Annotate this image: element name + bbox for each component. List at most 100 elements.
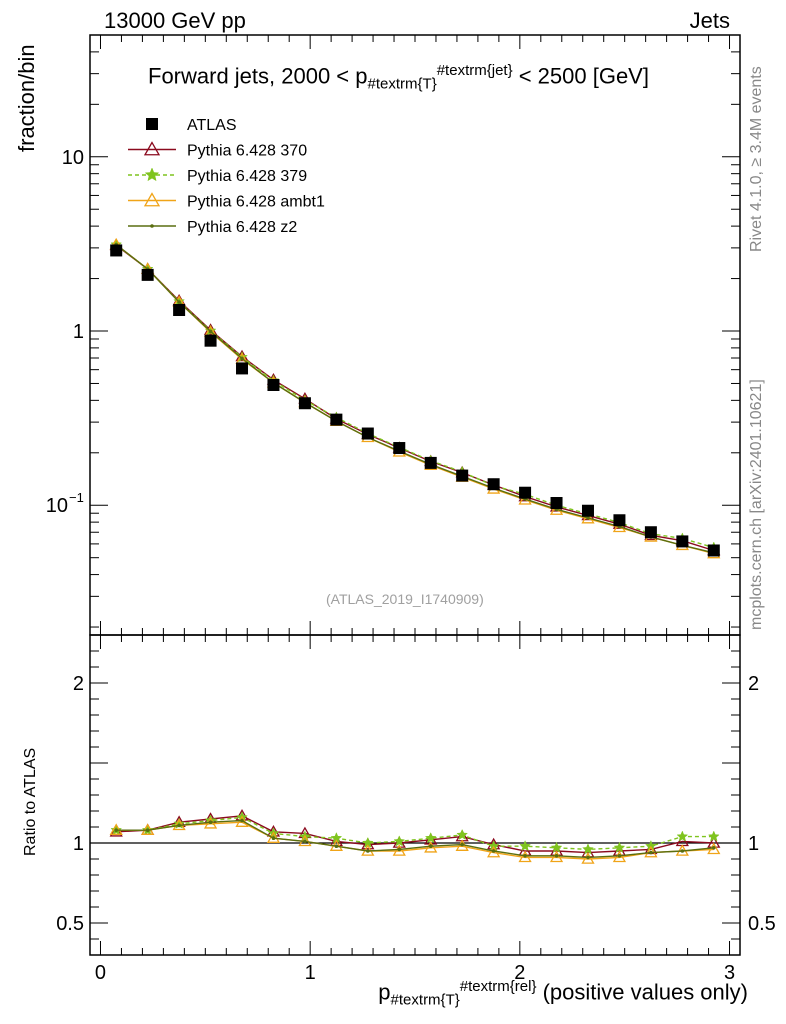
plot-title: Forward jets, 2000 < p#textrm{T}#textrm{…: [148, 62, 649, 93]
point-atlas: [298, 397, 311, 410]
y-tick-label-exponent: −1: [69, 490, 84, 505]
ratio-point-pythia-6-428-z2: [523, 854, 527, 858]
ratio-point-pythia-6-428-370: [392, 836, 406, 848]
x-axis-label: p#textrm{T}#textrm{rel} (positive values…: [378, 978, 748, 1009]
ratio-point-pythia-6-428-z2: [240, 818, 244, 823]
title-superscript: #textrm{jet}: [436, 62, 513, 79]
legend-marker-atlas: [146, 118, 158, 130]
point-pythia-6-428-ambt1: [612, 520, 627, 533]
point-pythia-6-428-z2: [208, 329, 213, 334]
point-atlas: [550, 497, 563, 510]
ratio-point-pythia-6-428-z2: [366, 849, 370, 853]
legend-marker-pythia-6-428-ambt1: [143, 192, 161, 207]
ratio-point-pythia-6-428-z2: [554, 854, 559, 858]
legend-label-atlas: ATLAS: [187, 117, 237, 134]
x-label-subscript: #textrm{T}: [390, 991, 460, 1009]
point-pythia-6-428-z2: [177, 300, 181, 304]
ratio-point-pythia-6-428-ambt1: [266, 831, 281, 843]
point-atlas: [361, 427, 374, 440]
point-atlas: [644, 526, 657, 539]
x-tick-label: 3: [724, 962, 735, 984]
ratio-panel: 0 1 2 3 2 2 1 1 0.5 0.5: [56, 35, 776, 984]
ratio-point-pythia-6-428-z2: [208, 820, 213, 824]
ratio-point-pythia-6-428-370: [361, 837, 375, 850]
title-subscript: #textrm{T}: [367, 75, 437, 93]
ratio-point-pythia-6-428-379: [645, 840, 657, 852]
ratio-tick-label-left: 2: [73, 673, 84, 695]
ratio-tick-label-right: 1: [748, 833, 759, 855]
series-layer: [109, 237, 721, 864]
ratio-y-axis-label: Ratio to ATLAS: [22, 747, 39, 856]
arxiv-label: mcplots.cern.ch [arXiv:2401.10621]: [748, 379, 765, 630]
point-atlas: [707, 544, 720, 557]
point-atlas: [519, 486, 532, 499]
ratio-tick-label-right: 2: [748, 673, 759, 695]
point-atlas: [487, 478, 500, 491]
ratio-point-pythia-6-428-379: [707, 830, 720, 842]
ratio-point-pythia-6-428-z2: [271, 836, 276, 840]
ratio-point-pythia-6-428-370: [109, 824, 123, 837]
y-tick-label-0.1: 10: [46, 495, 68, 517]
ratio-point-pythia-6-428-379: [519, 840, 531, 852]
ratio-point-pythia-6-428-379: [613, 841, 626, 853]
ratio-tick-label-left: 0.5: [56, 913, 84, 935]
y-axis-label: fraction/bin: [14, 44, 39, 152]
point-atlas: [110, 244, 123, 257]
ratio-point-pythia-6-428-z2: [303, 839, 307, 844]
title-text: Forward jets, 2000 < p: [148, 63, 368, 89]
legend-label-pythia-6-428-379: Pythia 6.428 379: [187, 168, 307, 185]
point-atlas: [204, 334, 217, 347]
point-atlas: [173, 304, 186, 317]
legend-marker-pythia-6-428-370: [143, 141, 161, 156]
ratio-point-pythia-6-428-z2: [428, 844, 433, 848]
y-tick-label-1: 1: [73, 321, 84, 343]
ratio-point-pythia-6-428-379: [582, 843, 594, 855]
title-tail: < 2500 [GeV]: [512, 63, 649, 89]
ratio-point-pythia-6-428-z2: [177, 823, 181, 828]
x-label-tail: (positive values only): [536, 979, 748, 1005]
ratio-point-pythia-6-428-ambt1: [549, 850, 564, 863]
point-atlas: [236, 362, 249, 375]
ratio-point-pythia-6-428-379: [393, 835, 406, 847]
ratio-point-pythia-6-428-z2: [680, 849, 685, 853]
ratio-point-pythia-6-428-z2: [397, 847, 402, 852]
ratio-point-pythia-6-428-379: [424, 832, 437, 844]
header-energy: 13000 GeV pp: [104, 8, 246, 33]
point-atlas: [393, 442, 406, 455]
ratio-point-pythia-6-428-ambt1: [392, 844, 406, 856]
point-atlas: [456, 469, 469, 482]
point-pythia-6-428-z2: [586, 516, 590, 520]
ratio-tick-label-right: 0.5: [748, 913, 776, 935]
ratio-point-pythia-6-428-z2: [145, 828, 150, 832]
x-tick-label: 2: [514, 962, 525, 984]
ratio-point-pythia-6-428-z2: [586, 855, 590, 860]
legend-marker-pythia-6-428-z2: [150, 224, 154, 228]
ratio-point-pythia-6-428-z2: [711, 846, 716, 850]
ratio-point-pythia-6-428-379: [456, 828, 469, 840]
x-label-text: p: [378, 979, 391, 1005]
ratio-line-pythia-6-428-370: [116, 815, 714, 854]
analysis-watermark: (ATLAS_2019_I1740909): [326, 591, 484, 607]
ratio-line-pythia-6-428-z2: [116, 819, 714, 859]
legend-marker-pythia-6-428-379: [144, 167, 160, 182]
ratio-point-pythia-6-428-379: [487, 840, 500, 852]
ratio-point-pythia-6-428-ambt1: [518, 850, 532, 863]
legend-label-pythia-6-428-370: Pythia 6.428 370: [187, 143, 307, 160]
point-atlas: [613, 514, 626, 527]
ratio-point-pythia-6-428-379: [676, 830, 689, 842]
ratio-point-pythia-6-428-z2: [334, 844, 339, 848]
x-tick-label: 1: [305, 962, 316, 984]
point-pythia-6-428-ambt1: [518, 493, 532, 505]
ratio-point-pythia-6-428-z2: [649, 850, 653, 855]
ratio-point-pythia-6-428-z2: [491, 849, 496, 853]
ratio-line-pythia-6-428-ambt1: [116, 821, 714, 860]
ratio-point-pythia-6-428-z2: [617, 854, 622, 858]
point-atlas: [141, 268, 154, 281]
ratio-point-pythia-6-428-ambt1: [581, 852, 595, 864]
legend: ATLAS Pythia 6.428 370 Pythia 6.428 379 Pyt…: [128, 117, 325, 236]
point-pythia-6-428-z2: [240, 356, 244, 361]
point-atlas: [330, 413, 343, 426]
legend-label-pythia-6-428-z2: Pythia 6.428 z2: [187, 219, 297, 236]
ratio-point-pythia-6-428-z2: [114, 828, 119, 832]
